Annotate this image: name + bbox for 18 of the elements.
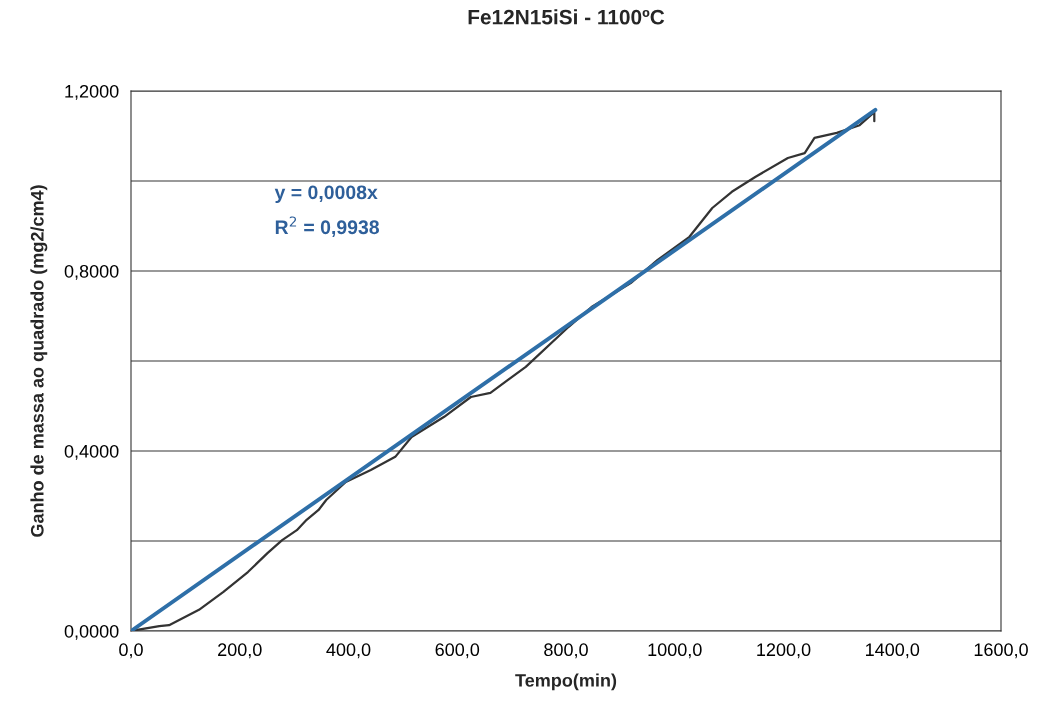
y-axis-title: Ganho de massa ao quadrado (mg2/cm4) xyxy=(30,185,48,537)
x-tick-label: 1400,0 xyxy=(866,643,920,659)
annotation: R$^{2}$ = 0,9938 xyxy=(275,216,380,237)
x-tick-label: 1000,0 xyxy=(648,643,702,659)
x-axis-title: Tempo(min) xyxy=(515,673,617,691)
x-tick-label: 1600,0 xyxy=(974,643,1028,659)
x-tick-label: 600,0 xyxy=(435,643,480,659)
x-tick-label: 800,0 xyxy=(544,643,588,659)
y-tick-label: 0,4000 xyxy=(64,444,119,460)
y-tick-label: 1,2000 xyxy=(65,84,119,100)
x-tick-label: 1200,0 xyxy=(757,643,811,659)
annotation: y = 0,0008x xyxy=(274,185,378,204)
x-tick-label: 200,0 xyxy=(218,643,262,659)
chart-title: Fe12N15iSi - 1100ºC xyxy=(468,9,665,25)
y-tick-label: 0,0000 xyxy=(64,624,119,640)
x-tick-label: 400,0 xyxy=(326,643,371,659)
y-tick-label: 0,8000 xyxy=(64,264,119,280)
x-tick-label: 0,0 xyxy=(119,643,143,659)
